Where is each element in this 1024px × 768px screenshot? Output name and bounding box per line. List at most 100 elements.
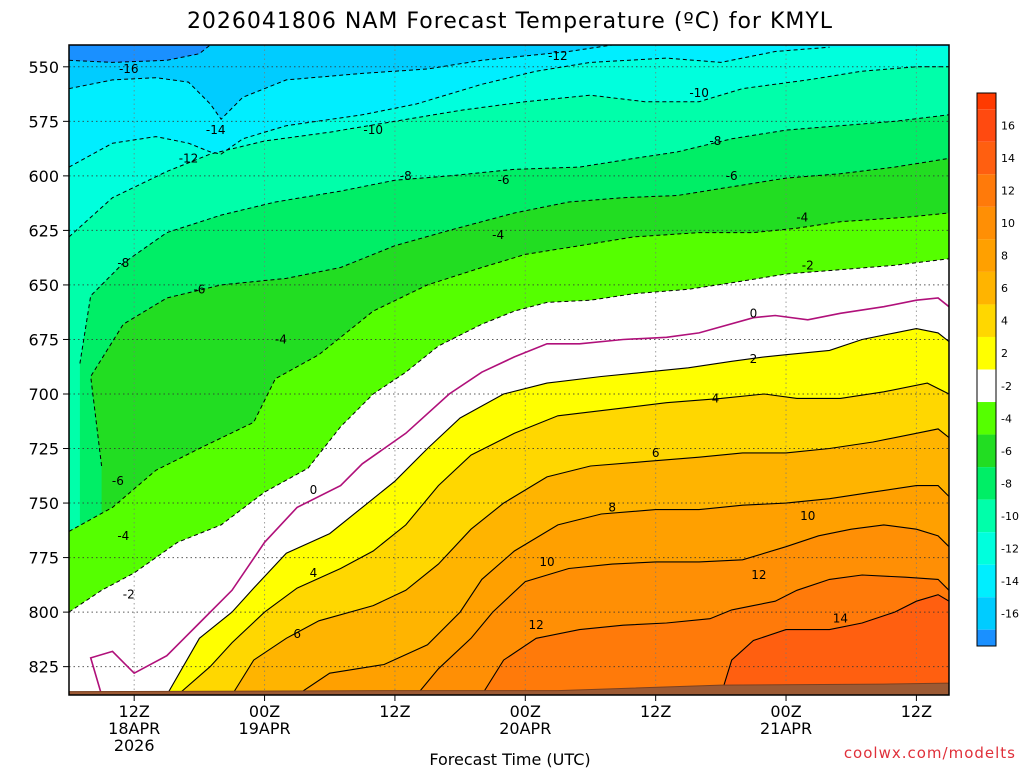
contour-label: -8 xyxy=(709,134,721,148)
colorbar-swatch xyxy=(977,499,996,533)
colorbar-label: 16 xyxy=(1001,120,1015,133)
y-tick-label: 550 xyxy=(28,58,59,77)
colorbar-label: 14 xyxy=(1001,152,1015,165)
colorbar-label: 4 xyxy=(1001,315,1008,328)
plot-area xyxy=(69,45,949,695)
colorbar-label: -4 xyxy=(1001,412,1012,425)
colorbar-swatch xyxy=(977,532,996,565)
colorbar-label: -10 xyxy=(1001,510,1019,523)
y-tick-label: 625 xyxy=(28,221,59,240)
colorbar-swatch xyxy=(977,206,996,240)
grid-lines xyxy=(69,45,949,695)
contour-label: 4 xyxy=(712,391,720,405)
colorbar-cap-bottom xyxy=(977,629,996,646)
contour-label: -8 xyxy=(400,169,412,183)
colorbar-label: 10 xyxy=(1001,217,1015,230)
x-tick-label: 21APR xyxy=(760,719,812,738)
x-tick-label: 18APR xyxy=(108,719,160,738)
y-tick-label: 600 xyxy=(28,167,59,186)
contour-label: 2 xyxy=(750,352,758,366)
colorbar-label: 8 xyxy=(1001,250,1008,263)
temperature-fills xyxy=(69,45,949,695)
x-tick-label: 00Z xyxy=(510,702,541,721)
colorbar-label: -14 xyxy=(1001,575,1019,588)
isotherm-line-6 xyxy=(231,428,949,695)
y-tick-label: 825 xyxy=(28,658,59,677)
contour-label: -4 xyxy=(492,228,504,242)
isotherm-line-14 xyxy=(720,594,949,695)
colorbar-label: 2 xyxy=(1001,347,1008,360)
contour-label: -12 xyxy=(548,49,568,63)
contour-label: -6 xyxy=(112,474,124,488)
credit-text: coolwx.com/modelts xyxy=(844,744,1016,762)
band-fill-14 xyxy=(720,594,949,695)
colorbar-swatch xyxy=(977,271,996,305)
contour-label: 10 xyxy=(539,555,554,569)
colorbar-swatch xyxy=(977,564,996,598)
colorbar-swatch xyxy=(977,109,996,142)
colorbar-label: 12 xyxy=(1001,185,1015,198)
contour-label: 14 xyxy=(833,612,848,626)
isotherm-line--8 xyxy=(79,114,949,364)
isotherm-line--12 xyxy=(69,46,830,168)
plot-frame xyxy=(68,44,950,696)
isotherm-line--14 xyxy=(69,45,613,120)
y-tick-label: 650 xyxy=(28,276,59,295)
isotherm-line-8 xyxy=(296,485,949,695)
colorbar-swatch xyxy=(977,304,996,337)
y-tick-label: 800 xyxy=(28,603,59,622)
colorbar: 16 14 12 10 8 6 4 2 -2 -4 -6 -8 -10 -12 -14 -16 xyxy=(976,92,1019,647)
colorbar-label: 6 xyxy=(1001,282,1008,295)
isotherm-line--2 xyxy=(69,258,949,613)
isotherm-line-2 xyxy=(166,328,949,695)
x-tick-label: 12Z xyxy=(901,702,932,721)
y-axis: 550 575 600 625 650 675 700 725 750 775 800 825 xyxy=(28,58,69,677)
isotherm-lines xyxy=(69,45,949,695)
isotherm-line-4 xyxy=(177,382,949,695)
isotherm-line--16 xyxy=(69,45,211,63)
colorbar-label: -8 xyxy=(1001,477,1012,490)
chart-title: 2026041806 NAM Forecast Temperature (ºC)… xyxy=(187,9,833,34)
contour-label: 12 xyxy=(751,568,766,582)
contour-label: -8 xyxy=(117,256,129,270)
colorbar-swatch xyxy=(977,336,996,370)
x-tick-label: 12Z xyxy=(379,702,410,721)
colorbar-label: -12 xyxy=(1001,542,1019,555)
contour-labels: -16 -14 -12 -12 -10 -10 -8 -8 -8 -6 -6 -6 -6 -4 -4 -4 -4… xyxy=(112,49,848,641)
colorbar-label: -16 xyxy=(1001,607,1019,620)
contour-label: 0 xyxy=(750,306,758,320)
y-tick-label: 575 xyxy=(28,112,59,131)
colorbar-swatch xyxy=(977,141,996,175)
x-tick-label: 19APR xyxy=(239,719,291,738)
isotherm-line--10 xyxy=(69,66,949,238)
colorbar-frame xyxy=(976,92,997,647)
y-tick-label: 675 xyxy=(28,330,59,349)
contour-label: 6 xyxy=(293,627,301,641)
colorbar-swatch xyxy=(977,239,996,272)
isotherm-line-0 xyxy=(89,297,949,695)
colorbar-cap-top xyxy=(977,93,996,110)
y-tick-label: 700 xyxy=(28,385,59,404)
x-tick-label: 20APR xyxy=(499,719,551,738)
isotherm-line--4 xyxy=(69,212,949,532)
contour-label: -14 xyxy=(206,123,226,137)
colorbar-swatch xyxy=(977,369,996,403)
colorbar-swatch xyxy=(977,597,996,630)
colorbar-swatch xyxy=(977,174,996,207)
contour-label: -6 xyxy=(498,173,510,187)
contour-label: -4 xyxy=(117,529,129,543)
x-tick-label: 12Z xyxy=(119,702,150,721)
terrain-surface xyxy=(69,682,949,695)
contour-label: -6 xyxy=(193,282,205,296)
isotherm-line-10 xyxy=(416,524,949,695)
colorbar-swatch xyxy=(977,434,996,468)
contour-label: 8 xyxy=(608,500,616,514)
isotherm-line-12 xyxy=(481,574,949,695)
colorbar-swatch xyxy=(977,467,996,500)
contour-label: 6 xyxy=(652,446,660,460)
y-tick-label: 725 xyxy=(28,440,59,459)
y-tick-label: 775 xyxy=(28,549,59,568)
isotherm-line--6 xyxy=(90,157,949,467)
